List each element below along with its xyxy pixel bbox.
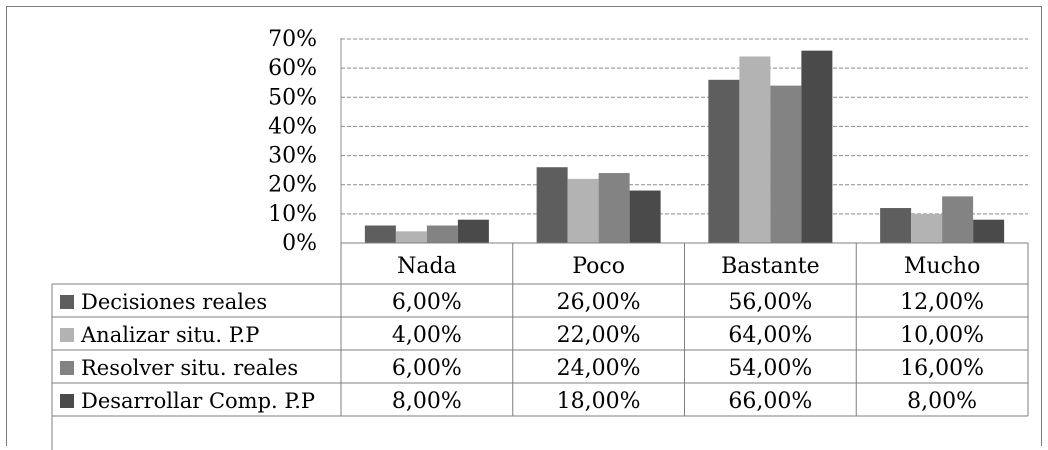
series-name: Analizar situ. P.P (80, 323, 259, 347)
series-name: Decisiones reales (81, 290, 267, 314)
category-label: Nada (397, 254, 457, 279)
bar (457, 219, 489, 243)
bar (426, 225, 458, 243)
bar (629, 190, 661, 243)
category-label: Mucho (904, 254, 980, 279)
gridlines (341, 38, 1028, 215)
series-name: Desarrollar Comp. P.P (81, 389, 315, 413)
bar (598, 173, 630, 243)
data-label: 64,00% (728, 323, 812, 348)
bar (395, 231, 427, 243)
legend-swatch (60, 328, 74, 342)
data-table: Nada Poco Bastante Mucho Decisiones reales 6,… (51, 242, 1029, 450)
legend-swatch (60, 394, 74, 408)
data-label: 4,00% (392, 323, 462, 348)
y-tick-label: 60% (268, 56, 317, 81)
bar (911, 213, 943, 243)
bar (942, 196, 974, 243)
series-name: Resolver situ. reales (81, 356, 298, 380)
y-tick-label: 20% (268, 173, 317, 198)
bar (801, 50, 833, 244)
y-tick-label: 30% (268, 144, 317, 169)
data-label: 16,00% (900, 356, 984, 381)
chart-frame (6, 6, 1042, 446)
y-axis: 0% 10% 20% 30% 40% 50% 60% 70% (268, 27, 342, 256)
y-tick-label: 40% (268, 114, 317, 139)
y-tick-label: 50% (268, 85, 317, 110)
bar (973, 219, 1005, 243)
legend-swatch (60, 361, 74, 375)
bar (880, 208, 912, 243)
bar (708, 79, 740, 243)
y-tick-label: 0% (282, 231, 317, 256)
data-label: 8,00% (907, 389, 977, 414)
data-label: 66,00% (728, 389, 812, 414)
y-tick-label: 10% (268, 202, 317, 227)
data-label: 6,00% (392, 290, 462, 315)
category-label: Poco (572, 254, 625, 279)
legend-swatch (60, 295, 74, 309)
data-label: 24,00% (557, 356, 641, 381)
bar (739, 56, 771, 243)
data-label: 26,00% (557, 290, 641, 315)
category-label: Bastante (721, 254, 820, 279)
data-label: 8,00% (392, 389, 462, 414)
y-tick-label: 70% (268, 27, 317, 52)
data-label: 6,00% (392, 356, 462, 381)
data-label: 18,00% (557, 389, 641, 414)
bar (536, 167, 568, 243)
bar (770, 85, 802, 243)
data-label: 56,00% (728, 290, 812, 315)
data-label: 10,00% (900, 323, 984, 348)
bar (567, 178, 599, 243)
data-label: 12,00% (900, 290, 984, 315)
data-label: 54,00% (728, 356, 812, 381)
bars (364, 50, 1005, 244)
bar (364, 225, 396, 243)
data-label: 22,00% (557, 323, 641, 348)
